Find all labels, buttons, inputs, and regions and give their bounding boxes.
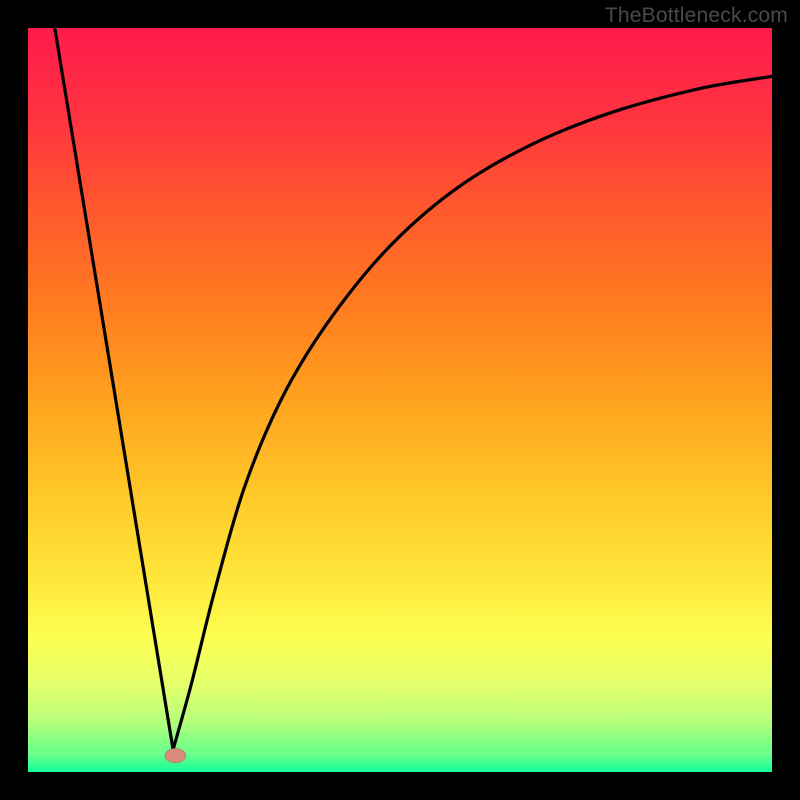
bottleneck-chart: TheBottleneck.com <box>0 0 800 800</box>
watermark-label: TheBottleneck.com <box>605 4 788 28</box>
chart-svg <box>0 0 800 800</box>
